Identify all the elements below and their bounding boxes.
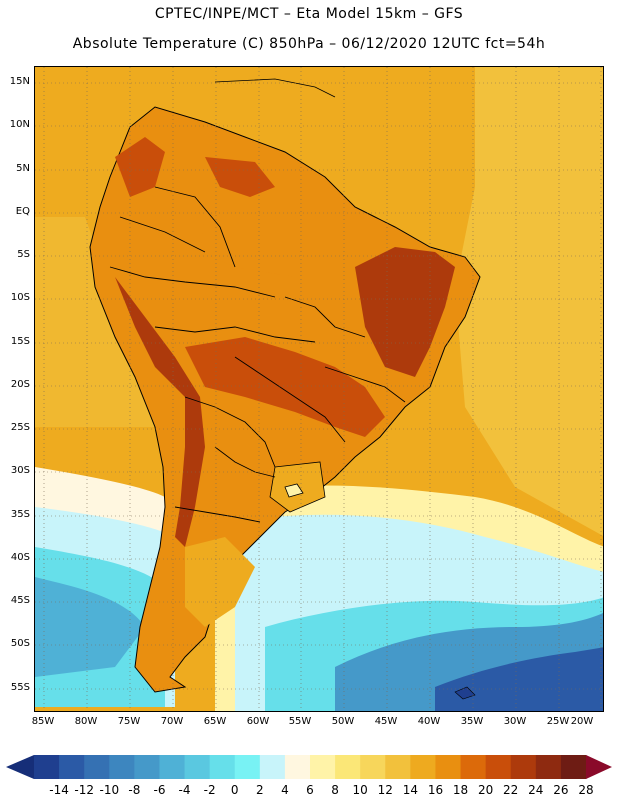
colorbar-cell xyxy=(134,755,160,779)
lat-label: 10S xyxy=(10,292,30,303)
colorbar-label: 0 xyxy=(230,783,239,797)
colorbar-cell xyxy=(284,755,311,779)
colorbar-cell xyxy=(510,755,537,779)
lon-label: 35W xyxy=(460,716,484,727)
lat-label: 5S xyxy=(17,249,30,260)
falkland-islands xyxy=(454,686,476,700)
colorbar-cell xyxy=(209,755,236,779)
map-subtitle: Absolute Temperature (C) 850hPa – 06/12/… xyxy=(72,36,546,52)
lon-label: 30W xyxy=(503,716,527,727)
colorbar-cell xyxy=(34,755,60,779)
colorbar-high-arrow xyxy=(586,755,612,779)
warm-region-patagonia xyxy=(185,537,255,627)
colorbar-label: 20 xyxy=(477,783,494,797)
colorbar-label: -2 xyxy=(203,783,216,797)
colorbar-label: 6 xyxy=(306,783,314,797)
map-panel xyxy=(34,66,604,712)
colorbar-cell xyxy=(385,755,411,779)
colorbar-cell xyxy=(360,755,386,779)
lat-label: 15N xyxy=(9,76,30,87)
colorbar-label: -6 xyxy=(153,783,166,797)
colorbar-label: -4 xyxy=(178,783,191,797)
colorbar-cell xyxy=(59,755,85,779)
colorbar-label: -14 xyxy=(49,783,69,797)
lat-label: 35S xyxy=(10,509,30,520)
lat-label: EQ xyxy=(15,206,30,217)
lat-label: 30S xyxy=(10,465,30,476)
colorbar-label: 12 xyxy=(377,783,393,797)
colorbar-label: 16 xyxy=(427,783,444,797)
lon-label: 50W xyxy=(331,716,355,727)
colorbar-cell xyxy=(259,755,286,779)
lat-label: 45S xyxy=(10,595,30,606)
colorbar-label: 26 xyxy=(553,783,569,797)
colorbar-label: 4 xyxy=(281,783,289,797)
colorbar-cell xyxy=(535,755,562,779)
lon-label: 40W xyxy=(417,716,441,727)
colorbar-cell xyxy=(560,755,587,779)
colorbar-label: 2 xyxy=(255,783,264,797)
lagoa-dos-patos xyxy=(284,483,304,498)
hot-region-andes xyxy=(115,277,205,547)
colorbar-label: 14 xyxy=(402,783,419,797)
lat-label: 15S xyxy=(10,336,30,347)
colorbar-label: -8 xyxy=(128,783,141,797)
ocean-west-region xyxy=(35,217,155,427)
colorbar-label: 18 xyxy=(452,783,469,797)
colder-band-west xyxy=(35,577,145,677)
colorbar-cell xyxy=(184,755,211,779)
colorbar-label: 8 xyxy=(331,783,339,797)
lon-label: 60W xyxy=(246,716,270,727)
lat-label: 25S xyxy=(10,422,30,433)
lon-label: 65W xyxy=(203,716,227,727)
lat-label: 20S xyxy=(10,379,30,390)
colorbar-cell xyxy=(460,755,487,779)
colorbar-cell xyxy=(410,755,436,779)
colorbar-cell xyxy=(159,755,186,779)
hot-region-guianas xyxy=(205,157,275,197)
colorbar-label: -12 xyxy=(74,783,94,797)
colorbar-label: 24 xyxy=(528,783,544,797)
colorbar-label: -10 xyxy=(99,783,120,797)
colorbar-low-arrow xyxy=(6,755,34,779)
lon-label: 20W xyxy=(570,716,594,727)
colorbar-cells xyxy=(34,755,587,779)
colorbar-cell xyxy=(109,755,135,779)
lat-label: 50S xyxy=(10,638,30,649)
ocean-east-region xyxy=(455,67,603,536)
lat-label: 55S xyxy=(10,682,30,693)
lon-label: 45W xyxy=(374,716,398,727)
map-title: CPTEC/INPE/MCT – Eta Model 15km – GFS xyxy=(154,6,464,22)
colorbar-cell xyxy=(335,755,361,779)
lon-label: 80W xyxy=(74,716,98,727)
colorbar-cell xyxy=(435,755,462,779)
colorbar-cell xyxy=(485,755,512,779)
lon-label: 25W xyxy=(546,716,570,727)
lon-label: 55W xyxy=(288,716,312,727)
lon-label: 75W xyxy=(117,716,141,727)
hot-region-venezuela xyxy=(115,137,165,197)
graticule xyxy=(35,67,603,711)
lat-label: 10N xyxy=(9,119,30,130)
colorbar-label: 28 xyxy=(578,783,594,797)
country-borders xyxy=(109,186,406,523)
colorbar-cell xyxy=(310,755,336,779)
colorbar-cell xyxy=(84,755,110,779)
hot-region-central-brazil xyxy=(185,337,385,437)
lat-label: 40S xyxy=(10,552,30,563)
temperature-map xyxy=(35,67,603,711)
colorbar-label: 22 xyxy=(503,783,519,797)
lon-label: 70W xyxy=(160,716,184,727)
lat-label: 5N xyxy=(16,163,30,174)
colorbar-cell xyxy=(234,755,261,779)
lon-label: 85W xyxy=(31,716,55,727)
colorbar-label: 10 xyxy=(352,783,368,797)
coldest-band-east xyxy=(435,647,603,711)
